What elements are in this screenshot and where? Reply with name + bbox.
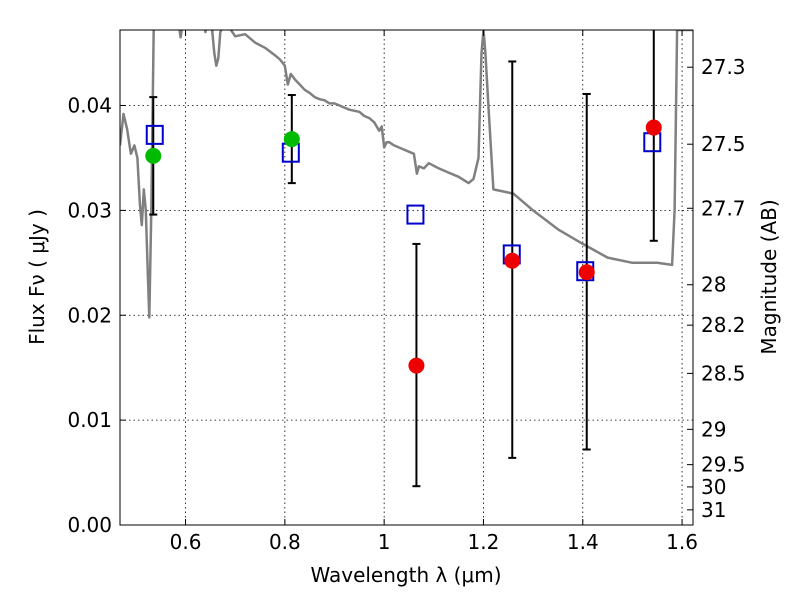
x-tick-label: 0.8 [269,530,301,554]
y-tick-label: 0.00 [67,513,112,537]
y2-tick-label: 27.7 [701,196,746,220]
y2-tick-label: 31 [701,498,726,522]
y2-tick-label: 28 [701,273,726,297]
y2-tick-label: 28.2 [701,313,746,337]
x-tick-label: 0.6 [170,530,202,554]
y-tick-label: 0.01 [67,408,112,432]
x-tick-label: 1.4 [567,530,599,554]
x-tick-label: 1.2 [468,530,500,554]
x-tick-label: 1 [378,530,391,554]
y2-axis-label: Magnitude (AB) [757,199,781,354]
y-tick-label: 0.02 [67,303,112,327]
y2-tick-label: 28.5 [701,361,746,385]
observed-flux-point [283,131,300,148]
y2-tick-label: 30 [701,475,726,499]
y2-tick-label: 27.3 [701,55,746,79]
observed-flux-point [578,264,595,281]
x-tick-label: 1.6 [666,530,698,554]
y2-tick-label: 29 [701,417,726,441]
plot-frame [119,29,694,526]
y2-tick-label: 29.5 [701,453,746,477]
observed-flux-point [408,357,425,374]
observed-flux-point [145,147,162,164]
y-tick-label: 0.03 [67,198,112,222]
observed-flux-point [504,252,521,269]
model-photometry-square [145,124,164,145]
y-axis-label: Flux Fν ( μJy ) [25,209,49,345]
observed-flux-point [645,119,662,136]
model-sed-line [120,30,693,319]
y-tick-label: 0.04 [67,94,112,118]
axes-layer: 0.6 0.8 1 1.2 1.4 1.6 0.00 0.01 0.02 0.03 0.04 27.3… [67,30,746,554]
model-sed-layer [120,30,693,319]
y2-tick-label: 27.5 [701,132,746,156]
model-photometry-square [406,204,425,225]
x-axis-label: Wavelength λ (μm) [310,563,501,587]
observed-points-layer [145,119,662,374]
